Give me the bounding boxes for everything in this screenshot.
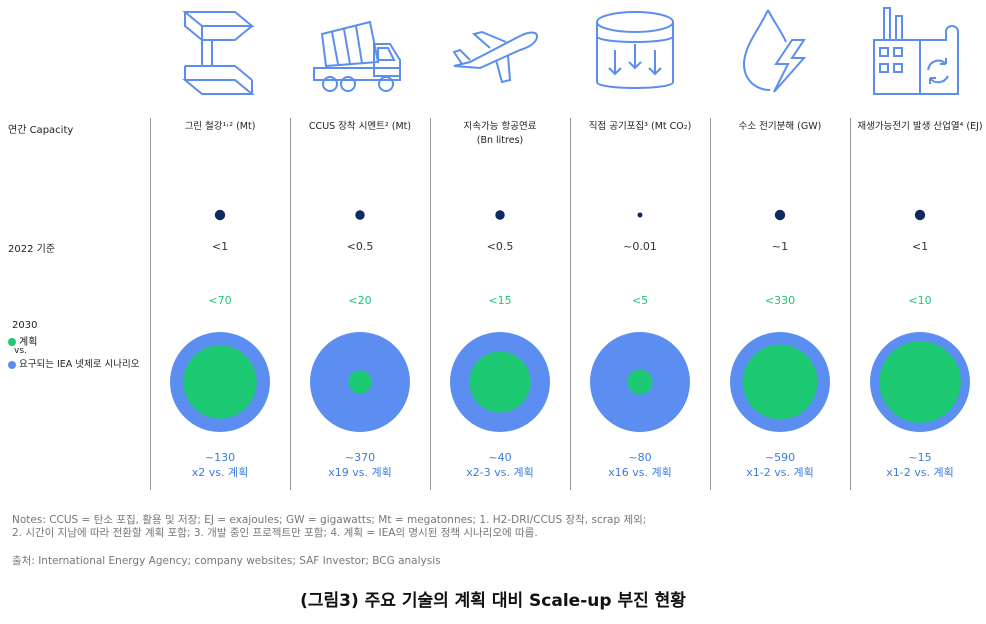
legend-required-label: 요구되는 IEA 넷제로 시나리오 xyxy=(19,359,140,370)
column-title-text: 직접 공기포집³ (Mt CO₂) xyxy=(588,121,692,132)
required-value: ~15 x1-2 vs. 계획 xyxy=(851,450,986,480)
plan-bubble xyxy=(348,370,372,394)
notes-line-1: Notes: CCUS = 탄소 포집, 활용 및 저장; EJ = exajo… xyxy=(12,514,647,526)
column-title: CCUS 장착 시멘트² (Mt) xyxy=(291,120,429,134)
column-divider xyxy=(850,118,851,490)
baseline-value: ~0.01 xyxy=(623,240,657,253)
row-label-capacity: 연간 Capacity xyxy=(8,125,74,136)
cement-truck-icon xyxy=(300,4,410,100)
column-title-text: 수소 전기분해 (GW) xyxy=(738,121,822,132)
plan-bubble xyxy=(742,344,818,420)
column-title: 지속가능 항공연료 (Bn litres) xyxy=(431,120,569,148)
column-title-text: 재생가능전기 발생 산업열⁴ (EJ) xyxy=(857,121,983,132)
required-amount: ~130 xyxy=(204,451,236,464)
baseline-value: ~1 xyxy=(771,240,789,253)
required-amount: ~80 xyxy=(628,451,652,464)
column-divider xyxy=(150,118,151,490)
required-value: ~130 x2 vs. 계획 xyxy=(151,450,289,480)
plan-bubble xyxy=(183,345,257,419)
column-divider xyxy=(710,118,711,490)
legend-plan: 계획 xyxy=(8,333,37,348)
column-title: 수소 전기분해 (GW) xyxy=(711,120,849,134)
required-value: ~590 x1-2 vs. 계획 xyxy=(711,450,849,480)
plan-value: <20 xyxy=(348,294,372,307)
required-multiplier: x2-3 vs. 계획 xyxy=(466,466,534,479)
column-divider xyxy=(430,118,431,490)
baseline-value: <0.5 xyxy=(346,240,374,253)
airplane-icon xyxy=(440,4,550,100)
column-title: 직접 공기포집³ (Mt CO₂) xyxy=(571,120,709,134)
required-value: ~80 x16 vs. 계획 xyxy=(571,450,709,480)
baseline-bubble xyxy=(214,209,226,221)
column-title-text: CCUS 장착 시멘트² (Mt) xyxy=(308,121,412,132)
legend-plan-dot xyxy=(8,338,16,346)
required-value: ~40 x2-3 vs. 계획 xyxy=(431,450,569,480)
baseline-value: <1 xyxy=(911,240,929,253)
column-title: 재생가능전기 발생 산업열⁴ (EJ) xyxy=(851,120,986,134)
required-multiplier: x1-2 vs. 계획 xyxy=(886,466,954,479)
column-title-text: 그린 철강¹˒² (Mt) xyxy=(184,121,256,132)
required-multiplier: x19 vs. 계획 xyxy=(328,466,392,479)
column-title: 그린 철강¹˒² (Mt) xyxy=(151,120,289,134)
plan-bubble xyxy=(879,341,961,423)
plan-value: <70 xyxy=(208,294,232,307)
capture-tank-icon xyxy=(580,4,690,100)
required-amount: ~590 xyxy=(764,451,796,464)
required-multiplier: x16 vs. 계획 xyxy=(608,466,672,479)
required-amount: ~15 xyxy=(908,451,932,464)
required-value: ~370 x19 vs. 계획 xyxy=(291,450,429,480)
legend-required-dot xyxy=(8,360,16,369)
required-amount: ~370 xyxy=(344,451,376,464)
baseline-value: <0.5 xyxy=(486,240,514,253)
source-line: 출처: International Energy Agency; company… xyxy=(12,555,441,567)
plan-value: <330 xyxy=(764,294,796,307)
row-label-year: 2030 xyxy=(12,320,38,331)
required-multiplier: x1-2 vs. 계획 xyxy=(746,466,814,479)
plan-value: <10 xyxy=(908,294,932,307)
figure-caption: (그림3) 주요 기술의 계획 대비 Scale-up 부진 현황 xyxy=(300,591,686,611)
legend-plan-label: 계획 xyxy=(19,337,38,348)
baseline-bubble xyxy=(914,209,926,221)
steel-beam-icon xyxy=(160,4,270,100)
hydrogen-bolt-icon xyxy=(720,4,830,100)
factory-recycle-icon xyxy=(860,4,970,100)
column-subtitle: (Bn litres) xyxy=(476,135,524,146)
plan-bubble xyxy=(627,369,653,395)
baseline-bubble xyxy=(774,209,786,221)
column-divider xyxy=(290,118,291,490)
legend-vs: vs. xyxy=(14,346,27,356)
column-title-text: 지속가능 항공연료 xyxy=(463,121,537,132)
baseline-bubble xyxy=(637,212,643,218)
baseline-bubble xyxy=(355,210,365,220)
baseline-value: <1 xyxy=(211,240,229,253)
plan-bubble xyxy=(469,351,531,413)
column-divider xyxy=(570,118,571,490)
required-multiplier: x2 vs. 계획 xyxy=(191,466,249,479)
required-amount: ~40 xyxy=(488,451,512,464)
legend-required: 요구되는 IEA 넷제로 시나리오 xyxy=(8,356,140,370)
plan-value: <5 xyxy=(631,294,649,307)
row-label-baseline: 2022 기준 xyxy=(8,244,56,255)
baseline-bubble xyxy=(495,210,505,220)
notes-line-2: 2. 시간이 지남에 따라 전환할 계획 포함; 3. 개발 중인 프로젝트만 … xyxy=(12,527,538,539)
plan-value: <15 xyxy=(488,294,512,307)
